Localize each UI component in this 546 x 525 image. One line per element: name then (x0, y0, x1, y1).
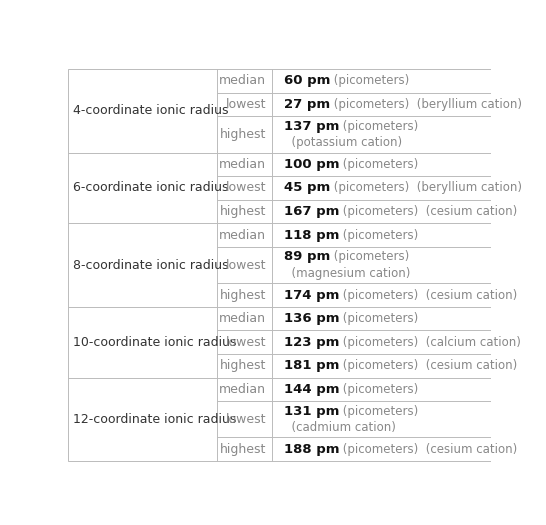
Text: 27 pm: 27 pm (284, 98, 330, 111)
Text: (picometers): (picometers) (330, 75, 410, 88)
Text: 60 pm: 60 pm (284, 75, 330, 88)
Text: 10-coordinate ionic radius: 10-coordinate ionic radius (73, 336, 236, 349)
Text: (potassium cation): (potassium cation) (284, 136, 402, 149)
Text: lowest: lowest (225, 98, 266, 111)
Text: lowest: lowest (225, 182, 266, 194)
Text: (picometers)  (cesium cation): (picometers) (cesium cation) (339, 205, 518, 218)
Text: 174 pm: 174 pm (284, 289, 339, 301)
Text: (picometers): (picometers) (339, 120, 418, 133)
Text: (picometers): (picometers) (339, 383, 419, 396)
Text: 8-coordinate ionic radius: 8-coordinate ionic radius (73, 259, 229, 271)
Text: 137 pm: 137 pm (284, 120, 339, 133)
Text: lowest: lowest (225, 413, 266, 426)
Text: (picometers): (picometers) (330, 250, 410, 264)
Text: (picometers): (picometers) (339, 229, 418, 242)
Text: 123 pm: 123 pm (284, 336, 339, 349)
Text: (picometers)  (cesium cation): (picometers) (cesium cation) (339, 359, 518, 372)
Text: highest: highest (219, 205, 266, 218)
Text: highest: highest (219, 289, 266, 301)
Text: 167 pm: 167 pm (284, 205, 339, 218)
Text: (picometers)  (calcium cation): (picometers) (calcium cation) (339, 336, 521, 349)
Text: 188 pm: 188 pm (284, 443, 339, 456)
Text: 6-coordinate ionic radius: 6-coordinate ionic radius (73, 182, 229, 194)
Text: median: median (219, 158, 266, 171)
Text: (picometers)  (beryllium cation): (picometers) (beryllium cation) (330, 98, 522, 111)
Text: 181 pm: 181 pm (284, 359, 339, 372)
Text: highest: highest (219, 443, 266, 456)
Text: median: median (219, 75, 266, 88)
Text: (picometers): (picometers) (339, 312, 419, 325)
Text: highest: highest (219, 128, 266, 141)
Text: 45 pm: 45 pm (284, 182, 330, 194)
Text: 136 pm: 136 pm (284, 312, 339, 325)
Text: (picometers)  (beryllium cation): (picometers) (beryllium cation) (330, 182, 522, 194)
Text: 144 pm: 144 pm (284, 383, 339, 396)
Text: (picometers): (picometers) (339, 405, 418, 417)
Text: median: median (219, 229, 266, 242)
Text: 118 pm: 118 pm (284, 229, 339, 242)
Text: (cadmium cation): (cadmium cation) (284, 421, 396, 434)
Text: 100 pm: 100 pm (284, 158, 339, 171)
Text: 131 pm: 131 pm (284, 405, 339, 417)
Text: lowest: lowest (225, 259, 266, 271)
Text: (picometers): (picometers) (339, 158, 419, 171)
Text: 89 pm: 89 pm (284, 250, 330, 264)
Text: 4-coordinate ionic radius: 4-coordinate ionic radius (73, 104, 229, 118)
Text: (picometers)  (cesium cation): (picometers) (cesium cation) (339, 443, 518, 456)
Text: highest: highest (219, 359, 266, 372)
Text: lowest: lowest (225, 336, 266, 349)
Text: median: median (219, 383, 266, 396)
Text: (picometers)  (cesium cation): (picometers) (cesium cation) (339, 289, 518, 301)
Text: median: median (219, 312, 266, 325)
Text: (magnesium cation): (magnesium cation) (284, 267, 410, 280)
Text: 12-coordinate ionic radius: 12-coordinate ionic radius (73, 413, 236, 426)
